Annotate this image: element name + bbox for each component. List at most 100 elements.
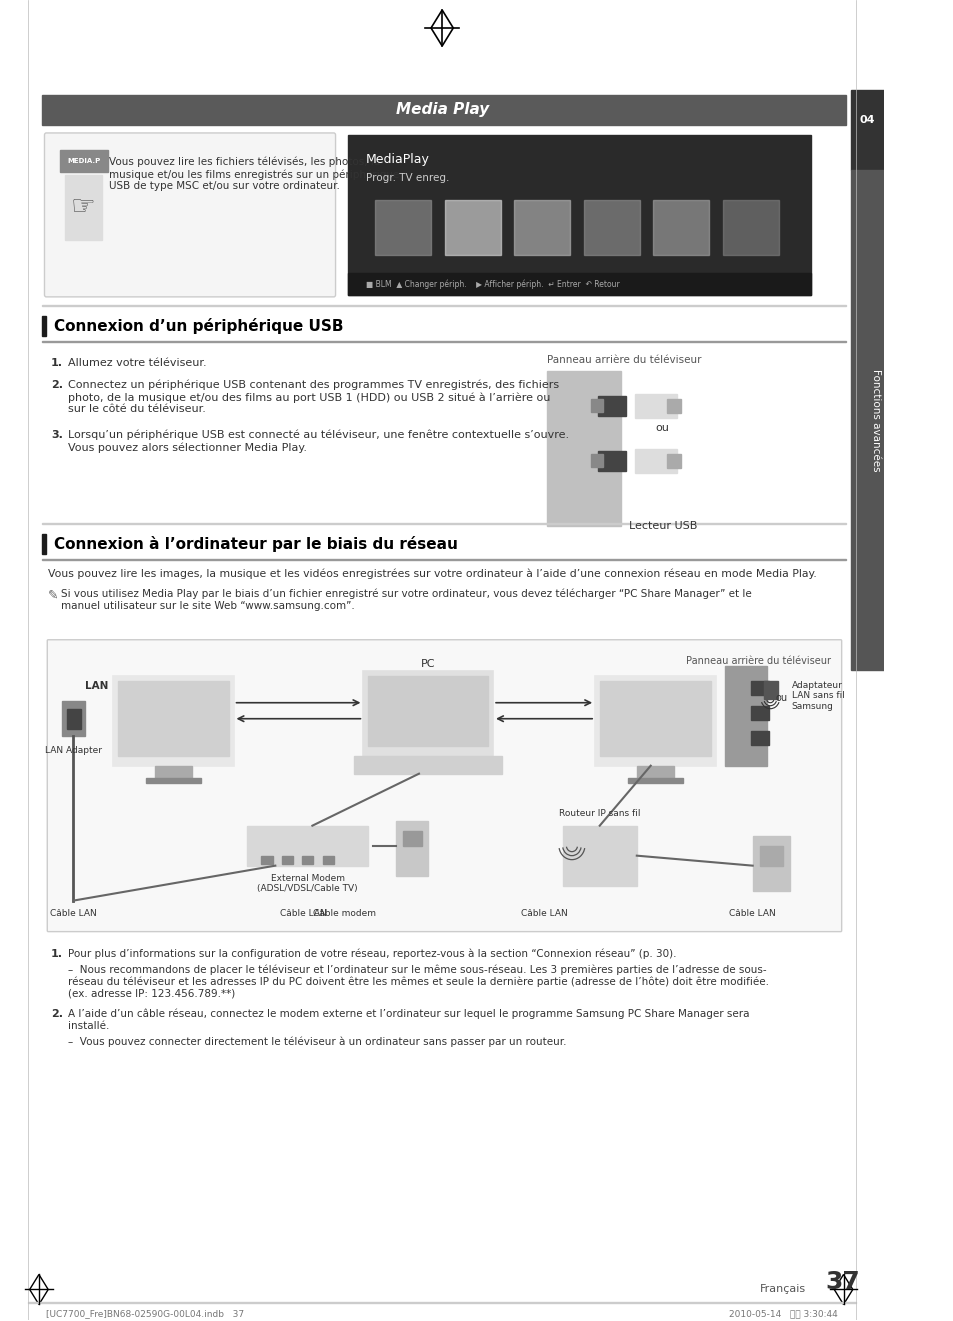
Bar (591, 454, 602, 466)
FancyBboxPatch shape (48, 639, 841, 931)
Bar (752, 836, 789, 890)
Text: Câble LAN: Câble LAN (520, 909, 567, 918)
Bar (598, 396, 625, 416)
Bar (562, 826, 637, 885)
Bar (302, 856, 313, 864)
Bar (750, 731, 768, 745)
Bar (395, 820, 428, 876)
Text: 1.: 1. (51, 948, 63, 959)
Bar (760, 845, 782, 865)
Bar (667, 399, 680, 413)
Bar (62, 700, 85, 736)
Bar (146, 778, 201, 782)
Bar (850, 170, 883, 670)
Text: 2.: 2. (51, 1009, 63, 1018)
Text: –  Nous recommandons de placer le téléviseur et l’ordinateur sur le même sous-ré: – Nous recommandons de placer le télévis… (68, 964, 768, 999)
Text: 37: 37 (824, 1271, 859, 1295)
FancyBboxPatch shape (45, 133, 335, 297)
Bar (403, 831, 421, 845)
Bar (113, 676, 233, 766)
Bar (67, 708, 81, 729)
Text: Adaptateur
LAN sans fil
Samsung: Adaptateur LAN sans fil Samsung (791, 680, 843, 711)
Text: ☞: ☞ (71, 193, 95, 221)
Bar (347, 273, 810, 295)
Text: Câble modem: Câble modem (313, 909, 375, 918)
Bar (583, 199, 639, 255)
Text: External Modem
(ADSL/VDSL/Cable TV): External Modem (ADSL/VDSL/Cable TV) (257, 873, 357, 893)
Text: Routeur IP sans fil: Routeur IP sans fil (558, 808, 639, 818)
Text: [UC7700_Fre]BN68-02590G-00L04.indb   37: [UC7700_Fre]BN68-02590G-00L04.indb 37 (47, 1309, 244, 1318)
Text: Si vous utilisez Media Play par le biais d’un fichier enregistré sur votre ordin: Si vous utilisez Media Play par le biais… (61, 589, 751, 610)
Text: MEDIA.P: MEDIA.P (68, 159, 101, 164)
Text: –  Vous pouvez connecter directement le téléviseur à un ordinateur sans passer p: – Vous pouvez connecter directement le t… (68, 1037, 565, 1048)
Text: Câble LAN: Câble LAN (728, 909, 775, 918)
Bar (750, 705, 768, 720)
Bar (850, 90, 883, 170)
Bar (598, 450, 625, 470)
Text: Pour plus d’informations sur la configuration de votre réseau, reportez-vous à l: Pour plus d’informations sur la configur… (68, 948, 676, 959)
Bar (65, 174, 102, 240)
Text: Vous pouvez lire les fichiers télévisés, les photos, la
musique et/ou les films : Vous pouvez lire les fichiers télévisés,… (110, 157, 399, 192)
Bar (627, 778, 682, 782)
Bar (635, 394, 676, 417)
Bar (591, 399, 602, 412)
Bar (42, 316, 47, 336)
Bar (599, 680, 710, 756)
Text: MediaPlay: MediaPlay (366, 153, 430, 166)
Text: 1.: 1. (51, 358, 63, 367)
Text: ou: ou (655, 423, 669, 433)
Text: Allumez votre téléviseur.: Allumez votre téléviseur. (68, 358, 206, 367)
Bar (247, 826, 368, 865)
Bar (375, 199, 431, 255)
Bar (667, 454, 680, 468)
Text: Panneau arrière du téléviseur: Panneau arrière du téléviseur (546, 355, 700, 365)
Bar (444, 199, 500, 255)
Bar (322, 856, 334, 864)
Text: Panneau arrière du téléviseur: Panneau arrière du téléviseur (686, 655, 831, 666)
Text: 04: 04 (859, 115, 875, 125)
Text: Lorsqu’un périphérique USB est connecté au téléviseur, une fenêtre contextuelle : Lorsqu’un périphérique USB est connecté … (68, 429, 568, 453)
Bar (354, 756, 502, 774)
Text: Câble LAN: Câble LAN (50, 909, 96, 918)
Bar (42, 95, 845, 125)
Text: ✎: ✎ (49, 589, 59, 602)
Bar (653, 199, 708, 255)
Bar (546, 371, 620, 526)
Bar (750, 680, 768, 695)
Text: PC: PC (420, 659, 435, 668)
Text: Connectez un périphérique USB contenant des programmes TV enregistrés, des fichi: Connectez un périphérique USB contenant … (68, 380, 558, 415)
Text: 2010-05-14   扏午 3:30:44: 2010-05-14 扏午 3:30:44 (728, 1309, 837, 1318)
Bar (368, 676, 488, 745)
Bar (261, 856, 273, 864)
Bar (514, 199, 570, 255)
Bar (763, 680, 777, 699)
Bar (635, 449, 676, 473)
Text: Connexion à l’ordinateur par le biais du réseau: Connexion à l’ordinateur par le biais du… (53, 536, 457, 552)
Bar (722, 199, 778, 255)
Bar (363, 671, 493, 756)
Text: Lecteur USB: Lecteur USB (628, 520, 697, 531)
Text: LAN Adapter: LAN Adapter (45, 745, 102, 754)
Bar (281, 856, 293, 864)
Bar (347, 135, 810, 295)
Bar (154, 766, 192, 778)
Bar (60, 151, 109, 172)
Text: Câble LAN: Câble LAN (279, 909, 326, 918)
Bar (724, 666, 766, 766)
Text: ■ BLM  ▲ Changer périph.    ▶ Afficher périph.  ↵ Entrer  ↶ Retour: ■ BLM ▲ Changer périph. ▶ Afficher périp… (366, 279, 619, 288)
Text: ou: ou (775, 692, 787, 703)
Text: LAN: LAN (85, 680, 109, 691)
Bar (637, 766, 673, 778)
Text: 3.: 3. (51, 429, 63, 440)
Text: Français: Français (760, 1284, 805, 1295)
Text: Connexion d’un périphérique USB: Connexion d’un périphérique USB (53, 318, 343, 334)
Bar (117, 680, 229, 756)
Text: 2.: 2. (51, 380, 63, 390)
Bar (595, 676, 715, 766)
Text: Vous pouvez lire les images, la musique et les vidéos enregistrées sur votre ord: Vous pouvez lire les images, la musique … (49, 569, 816, 580)
Text: Progr. TV enreg.: Progr. TV enreg. (366, 173, 449, 182)
Bar (42, 534, 47, 553)
Text: Fonctions avancées: Fonctions avancées (870, 369, 880, 472)
Text: Media Play: Media Play (395, 103, 488, 118)
Text: A l’aide d’un câble réseau, connectez le modem externe et l’ordinateur sur leque: A l’aide d’un câble réseau, connectez le… (68, 1009, 748, 1030)
